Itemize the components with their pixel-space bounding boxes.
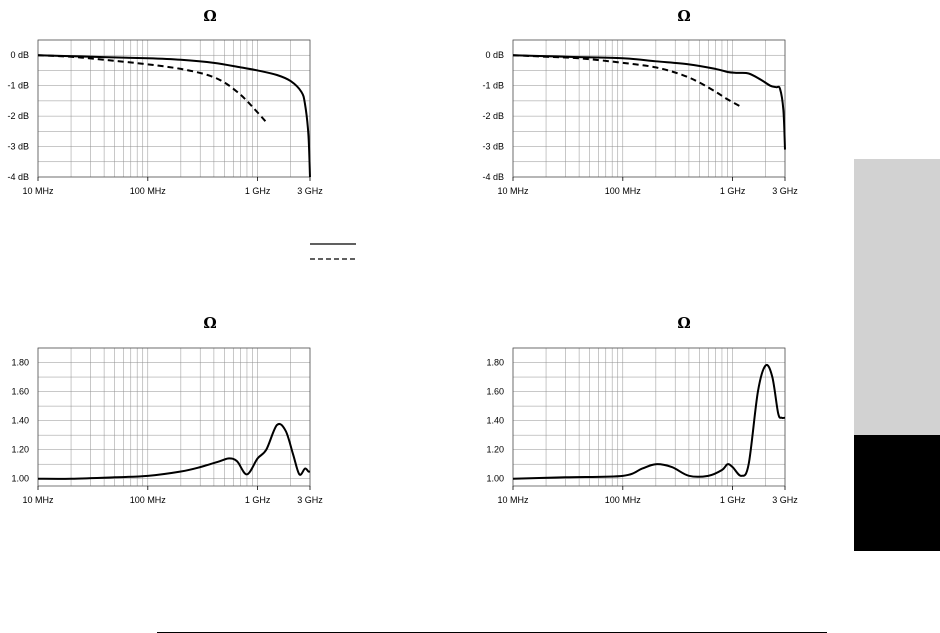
chart-title: Ω — [677, 314, 690, 332]
y-tick-label: -4 dB — [482, 172, 504, 182]
y-tick-label: 1.40 — [486, 416, 504, 426]
y-tick-label: -1 dB — [482, 81, 504, 91]
x-tick-label: 1 GHz — [720, 495, 746, 505]
series-line-1 — [37, 422, 311, 480]
chart-title: Ω — [203, 7, 216, 25]
x-tick-label: 3 GHz — [772, 186, 798, 196]
x-tick-label: 3 GHz — [297, 186, 323, 196]
y-tick-label: 1.80 — [11, 358, 29, 368]
y-tick-label: -3 dB — [7, 142, 29, 152]
plot-frame — [37, 39, 311, 178]
y-tick-label: 1.20 — [11, 445, 29, 455]
section-tab-gray — [854, 159, 940, 435]
x-tick-label: 3 GHz — [772, 495, 798, 505]
chart-4: Ω 10 MHz 100 MHz 1 GHz 3 GHz 1.00 1.20 1.40 1.60… — [486, 314, 798, 505]
y-tick-label: 1.60 — [486, 387, 504, 397]
x-tick-label: 1 GHz — [720, 186, 746, 196]
x-tick-label: 3 GHz — [297, 495, 323, 505]
x-tick-label: 10 MHz — [497, 186, 529, 196]
x-tick-label: 100 MHz — [130, 186, 167, 196]
x-tick-label: 1 GHz — [245, 186, 271, 196]
x-tick-label: 100 MHz — [605, 495, 642, 505]
y-tick-label: 1.80 — [486, 358, 504, 368]
y-tick-label: 1.00 — [11, 474, 29, 484]
series-line-2 — [512, 54, 742, 108]
grid — [37, 347, 311, 486]
y-tick-label: 1.00 — [486, 474, 504, 484]
chart-1: Ω 10 MHz 100 MHz 1 GHz 3 GHz 0 dB -1 dB -2 dB -3… — [7, 7, 323, 196]
plot-frame — [37, 347, 311, 487]
x-tick-label: 10 MHz — [22, 186, 54, 196]
series-line-1 — [512, 54, 786, 150]
y-tick-label: -4 dB — [7, 172, 29, 182]
series-line-1 — [37, 54, 311, 178]
chart-2: Ω 10 MHz 100 MHz 1 GHz 3 GHz 0 dB -1 dB -2 dB -3… — [482, 7, 798, 196]
y-tick-label: 1.60 — [11, 387, 29, 397]
series-line-1 — [512, 363, 786, 480]
x-tick-label: 100 MHz — [605, 186, 642, 196]
y-tick-label: -2 dB — [482, 111, 504, 121]
section-tab-black — [854, 435, 940, 551]
plot-frame — [512, 39, 786, 178]
y-tick-label: 1.40 — [11, 416, 29, 426]
y-tick-label: 0 dB — [10, 50, 29, 60]
chart-title: Ω — [203, 314, 216, 332]
y-tick-label: -1 dB — [7, 81, 29, 91]
y-tick-label: 1.20 — [486, 445, 504, 455]
y-tick-label: -2 dB — [7, 111, 29, 121]
x-tick-label: 1 GHz — [245, 495, 271, 505]
chart-title: Ω — [677, 7, 690, 25]
grid — [37, 39, 311, 178]
x-tick-label: 10 MHz — [22, 495, 54, 505]
chart-3: Ω 10 MHz 100 MHz 1 GHz 3 GHz 1.00 1.20 1.40 1.60… — [11, 314, 323, 505]
x-tick-label: 10 MHz — [497, 495, 529, 505]
y-tick-label: 0 dB — [485, 50, 504, 60]
y-tick-label: -3 dB — [482, 142, 504, 152]
x-tick-label: 100 MHz — [130, 495, 167, 505]
